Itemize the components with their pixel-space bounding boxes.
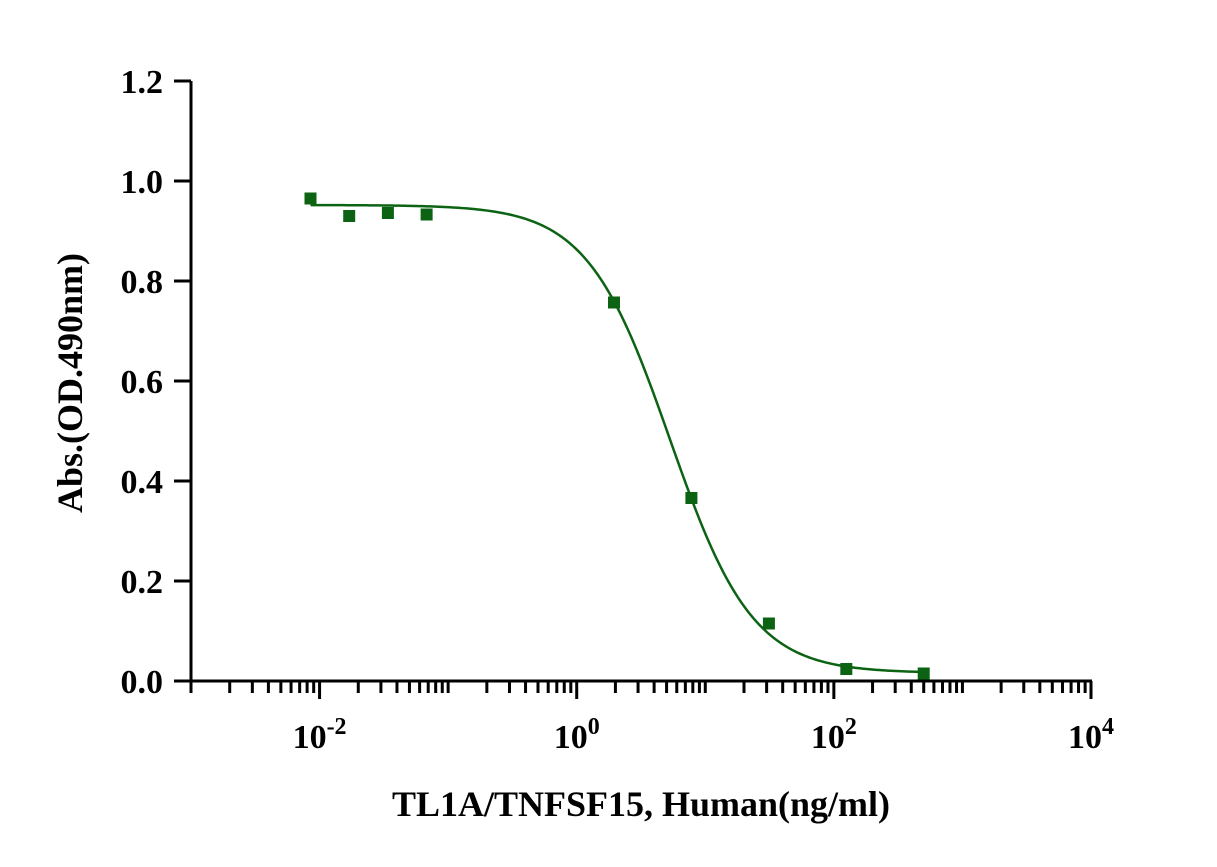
data-point: [420, 208, 433, 221]
data-point: [381, 207, 394, 219]
y-tick-label: 1.2: [121, 64, 164, 101]
data-point: [762, 617, 775, 630]
x-tick-label: 100: [554, 714, 600, 756]
x-tick-label: 102: [811, 714, 857, 756]
data-points-layer: [304, 192, 930, 680]
x-tick-base: 10: [811, 719, 845, 756]
data-point: [917, 667, 930, 680]
y-tick-label: 0.4: [121, 464, 164, 501]
x-tick-base: 10: [293, 719, 327, 756]
x-tick-exponent: 0: [588, 714, 600, 740]
data-point: [343, 210, 356, 222]
y-axis-title: Abs.(OD.490nm): [50, 253, 90, 513]
data-point: [685, 492, 698, 504]
x-tick-exponent: 2: [845, 714, 857, 740]
x-tick-exponent: -2: [327, 714, 347, 740]
x-tick-exponent: 4: [1102, 714, 1114, 740]
fit-curve-layer: [310, 203, 924, 674]
fit-curve: [310, 203, 924, 674]
x-ticks: 10-2 100 102 104: [189, 681, 1114, 756]
x-tick-base: 10: [554, 719, 588, 756]
x-tick-label: 10-2: [293, 714, 347, 756]
y-tick-label: 0.6: [121, 364, 164, 401]
data-point: [304, 192, 317, 205]
y-tick-label: 0.2: [121, 564, 164, 601]
data-point: [840, 663, 853, 675]
x-tick-label: 104: [1068, 714, 1114, 756]
y-ticks: 0.0 0.2 0.4 0.6 0.8 1.0 1.2: [121, 64, 191, 701]
axes: [189, 81, 1092, 683]
x-axis-title: TL1A/TNFSF15, Human(ng/ml): [392, 784, 890, 824]
x-tick-base: 10: [1068, 719, 1102, 756]
y-tick-label: 0.8: [121, 264, 164, 301]
data-point: [608, 296, 621, 309]
y-tick-label: 1.0: [121, 164, 164, 201]
y-tick-label: 0.0: [121, 664, 164, 701]
